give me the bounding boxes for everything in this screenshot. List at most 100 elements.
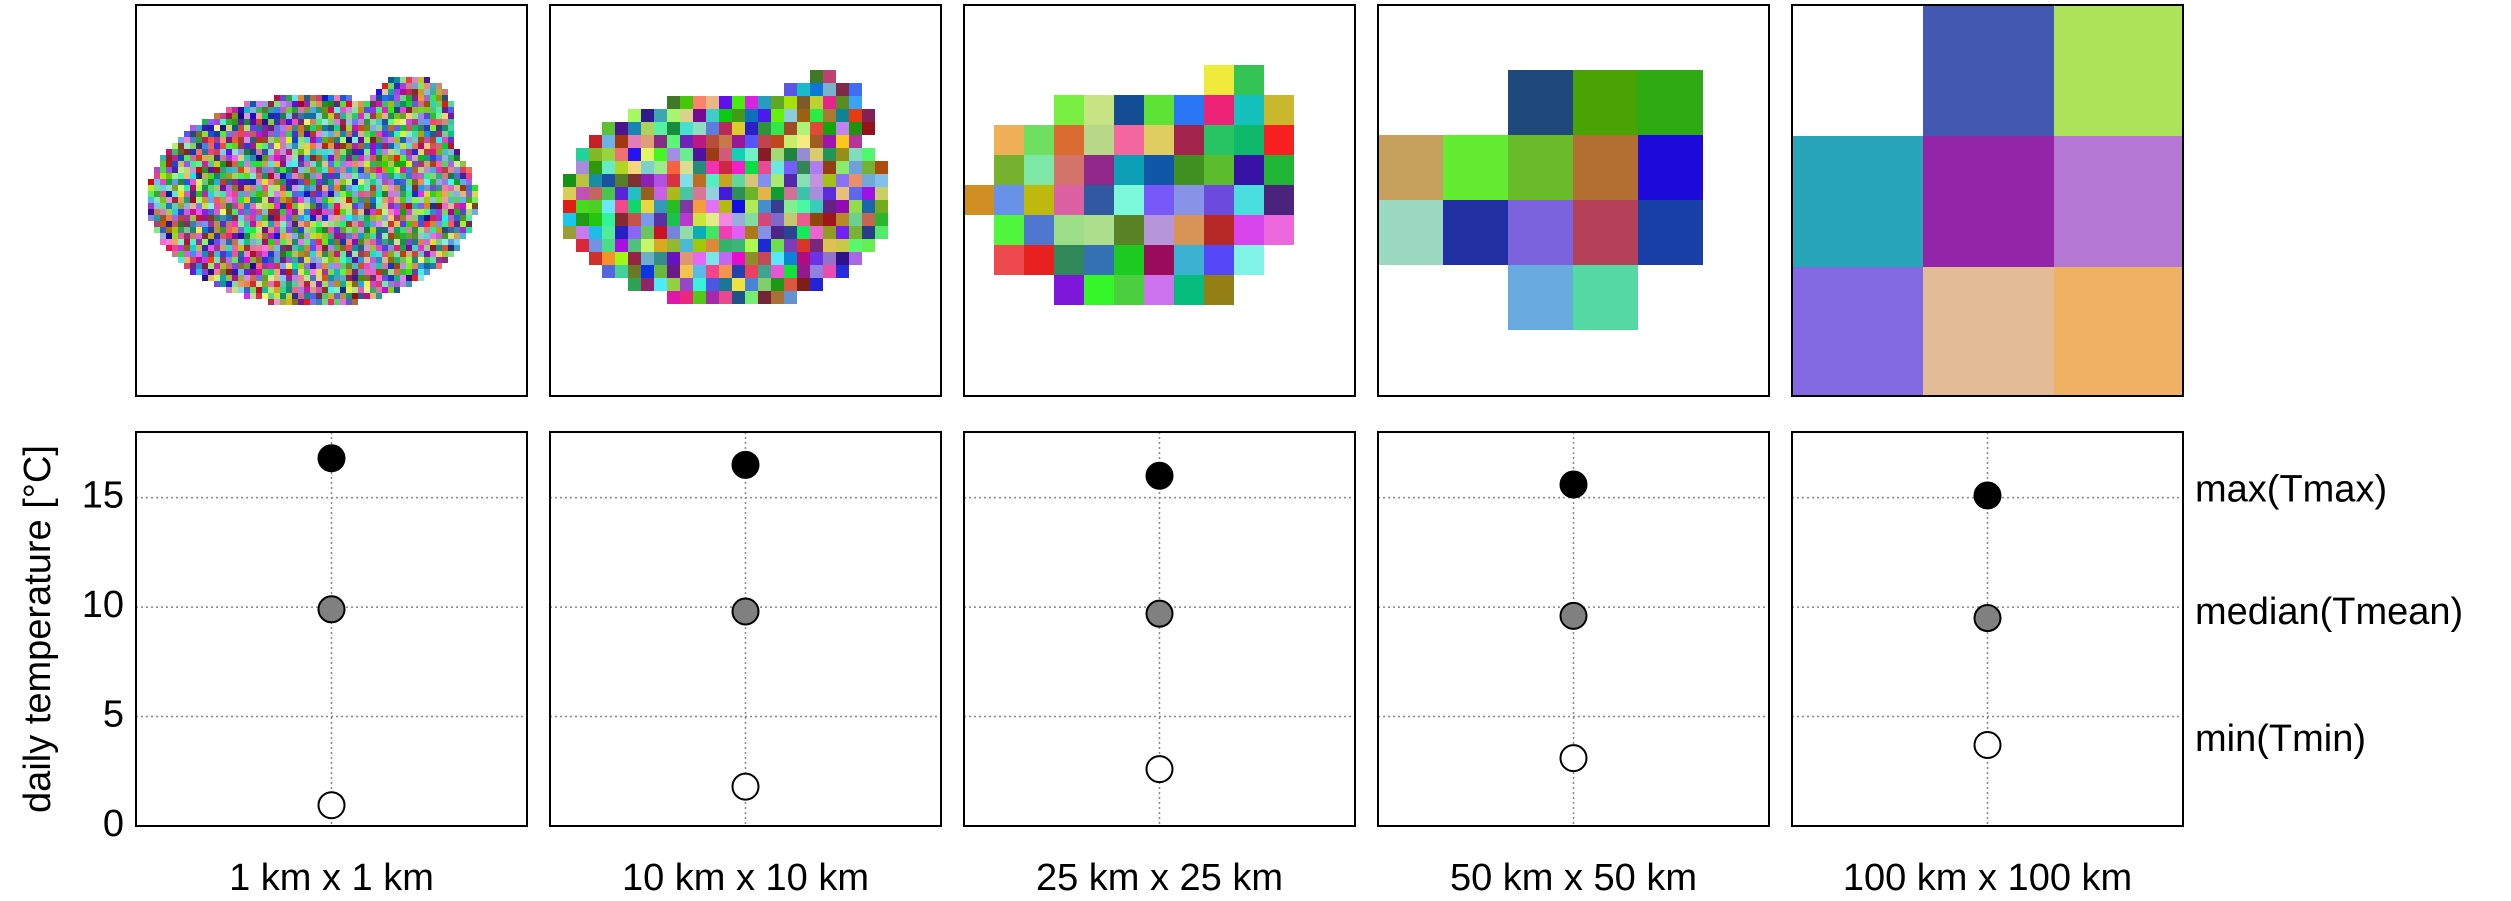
map-cell — [719, 174, 732, 187]
map-cell — [214, 245, 220, 251]
map-cell — [244, 143, 250, 149]
map-cell — [693, 122, 706, 135]
map-cell — [654, 109, 667, 122]
map-cell — [322, 119, 328, 125]
map-cell — [316, 233, 322, 239]
map-cell — [370, 263, 376, 269]
map-cell — [286, 215, 292, 221]
map-cell — [364, 125, 370, 131]
map-cell — [654, 174, 667, 187]
map-cell — [719, 239, 732, 252]
map-cell — [418, 257, 424, 263]
map-cell — [322, 245, 328, 251]
map-cell — [758, 265, 771, 278]
map-cell — [667, 135, 680, 148]
map-cell — [334, 143, 340, 149]
map-cell — [406, 203, 412, 209]
map-cell — [274, 275, 280, 281]
map-cell — [358, 107, 364, 113]
map-cell — [298, 233, 304, 239]
map-cell — [238, 131, 244, 137]
map-cell — [364, 101, 370, 107]
map-cell — [304, 113, 310, 119]
map-cell — [732, 226, 745, 239]
map-cell — [352, 155, 358, 161]
map-cell — [424, 269, 430, 275]
map-cell — [178, 215, 184, 221]
map-cell — [292, 101, 298, 107]
map-cell — [849, 96, 862, 109]
map-cell — [352, 227, 358, 233]
map-cell — [758, 96, 771, 109]
map-cell — [424, 233, 430, 239]
map-cell — [316, 131, 322, 137]
map-cell — [202, 125, 208, 131]
map-cell — [178, 191, 184, 197]
map-cell — [256, 167, 262, 173]
map-cell — [190, 179, 196, 185]
map-cell — [706, 122, 719, 135]
map-cell — [346, 257, 352, 263]
map-cell — [310, 209, 316, 215]
map-cell — [797, 213, 810, 226]
map-cell — [244, 263, 250, 269]
map-cell — [589, 148, 602, 161]
map-cell — [376, 215, 382, 221]
map-cell — [244, 173, 250, 179]
map-cell — [460, 221, 466, 227]
map-cell — [268, 197, 274, 203]
map-cell — [358, 101, 364, 107]
map-cell — [214, 179, 220, 185]
map-cell — [328, 281, 334, 287]
map-cell — [274, 101, 280, 107]
map-cell — [394, 161, 400, 167]
map-cell — [346, 143, 352, 149]
map-cell — [304, 143, 310, 149]
map-cell — [274, 131, 280, 137]
map-cell — [262, 113, 268, 119]
map-cell — [836, 200, 849, 213]
map-cell — [382, 257, 388, 263]
map-cell — [268, 281, 274, 287]
map-cell — [328, 119, 334, 125]
map-cell — [280, 125, 286, 131]
map-cell — [436, 125, 442, 131]
map-cell — [190, 269, 196, 275]
map-cell — [244, 245, 250, 251]
map-cell — [280, 107, 286, 113]
map-cell — [745, 187, 758, 200]
map-cell — [346, 113, 352, 119]
map-cell — [298, 101, 304, 107]
map-cell — [406, 143, 412, 149]
map-cell — [274, 239, 280, 245]
map-cell — [334, 191, 340, 197]
map-cell — [352, 245, 358, 251]
map-cell — [316, 119, 322, 125]
map-cell — [352, 287, 358, 293]
map-cell — [394, 149, 400, 155]
map-cell — [797, 96, 810, 109]
map-cell — [208, 227, 214, 233]
map-cell — [202, 185, 208, 191]
map-cell — [1264, 125, 1294, 155]
map-cell — [346, 137, 352, 143]
map-cell — [292, 203, 298, 209]
map-cell — [286, 149, 292, 155]
map-cell — [220, 245, 226, 251]
map-cell — [316, 221, 322, 227]
map-cell — [292, 263, 298, 269]
map-cell — [797, 239, 810, 252]
map-cell — [190, 263, 196, 269]
map-cell — [226, 221, 232, 227]
map-cell — [196, 143, 202, 149]
map-cell — [238, 143, 244, 149]
map-cell — [1084, 125, 1114, 155]
map-cell — [268, 101, 274, 107]
map-cell — [190, 155, 196, 161]
map-cell — [810, 174, 823, 187]
map-cell — [732, 109, 745, 122]
map-cell — [563, 200, 576, 213]
map-cell — [406, 119, 412, 125]
map-cell — [400, 245, 406, 251]
map-cell — [310, 185, 316, 191]
